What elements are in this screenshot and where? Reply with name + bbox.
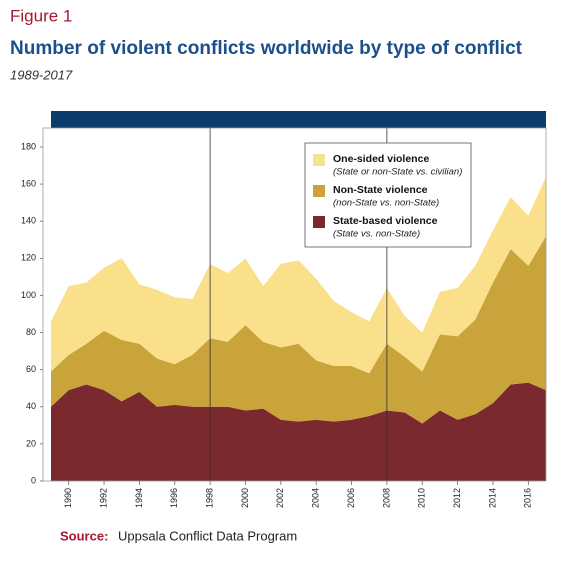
header-band xyxy=(51,111,546,128)
legend-box xyxy=(304,142,472,248)
x-tick-label: 1990 xyxy=(63,488,73,508)
chart-title: Number of violent conflicts worldwide by… xyxy=(10,38,523,59)
legend-description: (State or non-State vs. civilian) xyxy=(333,167,462,178)
x-tick-label: 2016 xyxy=(523,488,533,508)
legend-label: Non-State violence xyxy=(333,184,428,196)
legend-label: One-sided violence xyxy=(333,153,429,165)
area xyxy=(51,382,546,481)
area xyxy=(51,236,546,424)
y-tick-label: 160 xyxy=(21,178,36,188)
legend-label: State-based violence xyxy=(333,215,438,227)
x-tick-label: 2012 xyxy=(452,488,462,508)
legend-description: (State vs. non-State) xyxy=(333,229,420,240)
x-tick-label: 1998 xyxy=(204,488,214,508)
figure-label: Figure 1 xyxy=(10,6,72,25)
y-tick-label: 60 xyxy=(26,364,36,374)
source-label: Source: xyxy=(60,528,108,543)
y-tick-label: 140 xyxy=(21,216,36,226)
x-tick-label: 2006 xyxy=(346,488,356,508)
legend-swatch xyxy=(313,216,325,228)
x-tick-label: 2002 xyxy=(275,488,285,508)
x-tick-label: 1996 xyxy=(169,488,179,508)
x-tick-label: 2010 xyxy=(417,488,427,508)
x-tick-label: 1992 xyxy=(98,488,108,508)
x-tick-label: 1994 xyxy=(134,488,144,508)
x-tick-label: 2014 xyxy=(487,488,497,508)
x-tick-label: 2000 xyxy=(240,488,250,508)
y-tick-label: 20 xyxy=(26,438,36,448)
y-tick-label: 180 xyxy=(21,141,36,151)
y-tick-label: 40 xyxy=(26,401,36,411)
y-tick-label: 100 xyxy=(21,290,36,300)
source-text: Uppsala Conflict Data Program xyxy=(118,528,297,543)
y-tick-label: 0 xyxy=(31,475,36,485)
legend-description: (non-State vs. non-State) xyxy=(333,198,439,209)
y-tick-label: 120 xyxy=(21,253,36,263)
legend-swatch xyxy=(313,185,325,197)
y-tick-label: 80 xyxy=(26,327,36,337)
chart-subtitle: 1989-2017 xyxy=(10,67,73,82)
x-tick-label: 2004 xyxy=(311,488,321,508)
legend-swatch xyxy=(313,154,325,166)
x-tick-label: 2008 xyxy=(381,488,391,508)
area xyxy=(51,176,546,374)
plot-frame xyxy=(42,127,547,482)
